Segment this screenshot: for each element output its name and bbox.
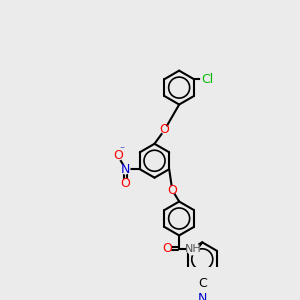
Circle shape [201,73,213,85]
Text: N: N [121,163,130,176]
Text: ⁻: ⁻ [120,146,125,156]
Text: O: O [113,149,123,162]
Circle shape [161,127,168,134]
Circle shape [198,294,207,300]
Text: O: O [160,123,170,136]
Text: O: O [120,177,130,190]
Text: O: O [163,242,172,255]
Circle shape [198,278,207,288]
Circle shape [164,245,171,252]
Text: NH: NH [184,244,201,254]
Circle shape [121,179,130,188]
Text: C: C [198,277,207,290]
Circle shape [114,151,123,160]
Text: N: N [198,292,207,300]
Circle shape [187,242,199,255]
Circle shape [169,187,176,194]
Text: Cl: Cl [201,73,213,85]
Circle shape [121,165,130,174]
Text: O: O [167,184,177,196]
